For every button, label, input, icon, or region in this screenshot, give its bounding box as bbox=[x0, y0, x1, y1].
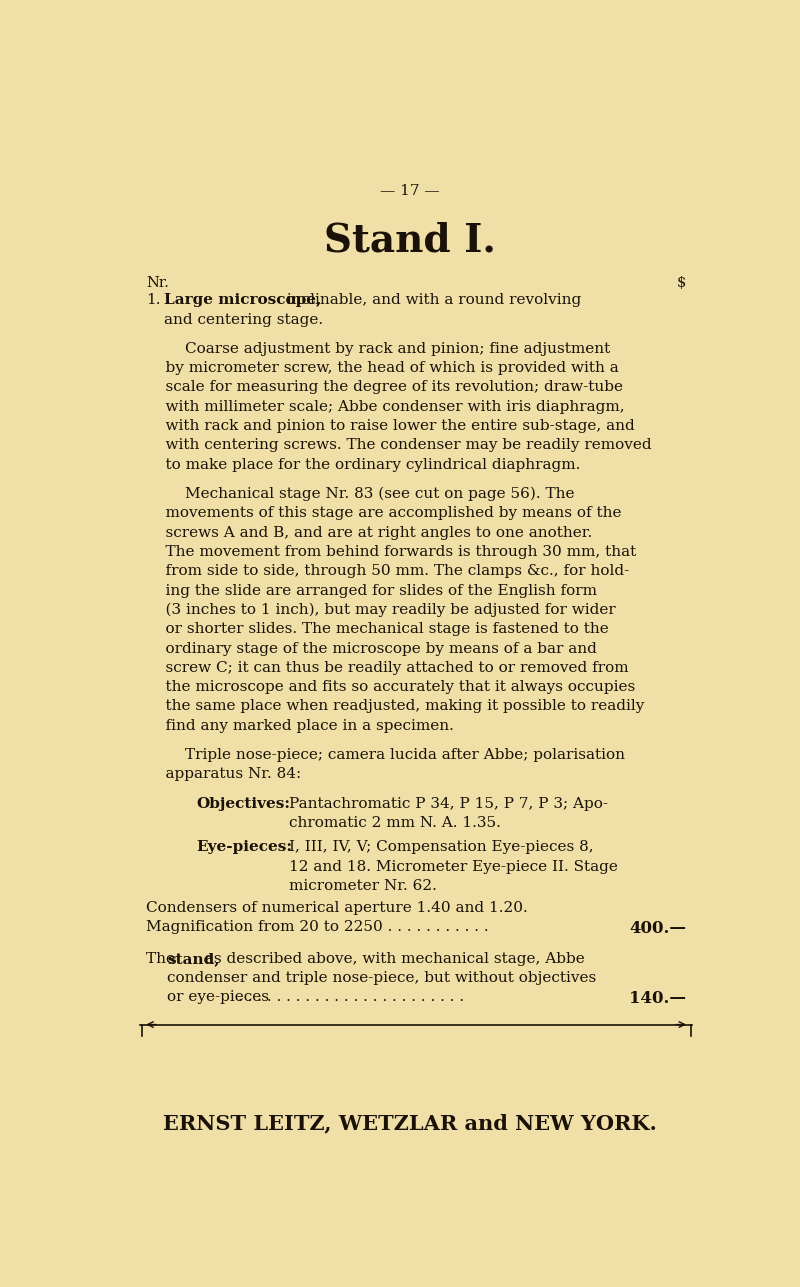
Text: scale for measuring the degree of its revolution; draw-tube: scale for measuring the degree of its re… bbox=[146, 381, 623, 394]
Text: The: The bbox=[146, 951, 180, 965]
Text: (3 inches to 1 inch), but may readily be adjusted for wider: (3 inches to 1 inch), but may readily be… bbox=[146, 602, 616, 618]
Text: Nr.: Nr. bbox=[146, 277, 170, 291]
Text: Coarse adjustment by rack and pinion; fine adjustment: Coarse adjustment by rack and pinion; fi… bbox=[146, 342, 610, 355]
Text: . . . . . . . . . . . . . . . . . . . . . . . .: . . . . . . . . . . . . . . . . . . . . … bbox=[238, 990, 464, 1004]
Text: condenser and triple nose-piece, but without objectives: condenser and triple nose-piece, but wit… bbox=[167, 970, 596, 985]
Text: Eye-pieces:: Eye-pieces: bbox=[196, 840, 292, 855]
Text: Magnification from 20 to 2250 . . . . . . . . . . .: Magnification from 20 to 2250 . . . . . … bbox=[146, 920, 489, 934]
Text: ing the slide are arranged for slides of the English form: ing the slide are arranged for slides of… bbox=[146, 583, 598, 597]
Text: — 17 —: — 17 — bbox=[380, 184, 440, 198]
Text: and centering stage.: and centering stage. bbox=[164, 313, 323, 327]
Text: the same place when readjusted, making it possible to readily: the same place when readjusted, making i… bbox=[146, 699, 645, 713]
Text: 12 and 18. Micrometer Eye-piece II. Stage: 12 and 18. Micrometer Eye-piece II. Stag… bbox=[289, 860, 618, 874]
Text: with millimeter scale; Abbe condenser with iris diaphragm,: with millimeter scale; Abbe condenser wi… bbox=[146, 400, 625, 413]
Text: Triple nose-piece; camera lucida after Abbe; polarisation: Triple nose-piece; camera lucida after A… bbox=[146, 748, 626, 762]
Text: $: $ bbox=[677, 277, 686, 291]
Text: I, III, IV, V; Compensation Eye-pieces 8,: I, III, IV, V; Compensation Eye-pieces 8… bbox=[289, 840, 594, 855]
Text: with rack and pinion to raise lower the entire sub-stage, and: with rack and pinion to raise lower the … bbox=[146, 420, 635, 432]
Text: Pantachromatic P 34, P 15, P 7, P 3; Apo-: Pantachromatic P 34, P 15, P 7, P 3; Apo… bbox=[289, 797, 608, 811]
Text: Stand I.: Stand I. bbox=[324, 221, 496, 260]
Text: The movement from behind forwards is through 30 mm, that: The movement from behind forwards is thr… bbox=[146, 544, 637, 559]
Text: inclinable, and with a round revolving: inclinable, and with a round revolving bbox=[282, 293, 581, 308]
Text: the microscope and fits so accurately that it always occupies: the microscope and fits so accurately th… bbox=[146, 680, 636, 694]
Text: Mechanical stage Nr. 83 (see cut on page 56). The: Mechanical stage Nr. 83 (see cut on page… bbox=[146, 486, 575, 502]
Text: Objectives:: Objectives: bbox=[196, 797, 290, 811]
Text: ERNST LEITZ, WETZLAR and NEW YORK.: ERNST LEITZ, WETZLAR and NEW YORK. bbox=[163, 1113, 657, 1134]
Text: from side to side, through 50 mm. The clamps &c., for hold-: from side to side, through 50 mm. The cl… bbox=[146, 564, 630, 578]
Text: to make place for the ordinary cylindrical diaphragm.: to make place for the ordinary cylindric… bbox=[146, 458, 581, 471]
Text: with centering screws. The condenser may be readily removed: with centering screws. The condenser may… bbox=[146, 439, 652, 452]
Text: Condensers of numerical aperture 1.40 and 1.20.: Condensers of numerical aperture 1.40 an… bbox=[146, 901, 528, 915]
Text: movements of this stage are accomplished by means of the: movements of this stage are accomplished… bbox=[146, 506, 622, 520]
Text: screws A and B, and are at right angles to one another.: screws A and B, and are at right angles … bbox=[146, 525, 593, 539]
Text: stand,: stand, bbox=[167, 951, 219, 965]
Text: apparatus Nr. 84:: apparatus Nr. 84: bbox=[146, 767, 302, 781]
Text: or eye-pieces: or eye-pieces bbox=[167, 990, 269, 1004]
Text: Large microscope,: Large microscope, bbox=[164, 293, 322, 308]
Text: as described above, with mechanical stage, Abbe: as described above, with mechanical stag… bbox=[201, 951, 585, 965]
Text: 140.—: 140.— bbox=[629, 990, 686, 1008]
Text: screw C; it can thus be readily attached to or removed from: screw C; it can thus be readily attached… bbox=[146, 660, 629, 674]
Text: by micrometer screw, the head of which is provided with a: by micrometer screw, the head of which i… bbox=[146, 362, 619, 375]
Text: micrometer Nr. 62.: micrometer Nr. 62. bbox=[289, 879, 437, 893]
Text: 1.: 1. bbox=[146, 293, 161, 308]
Text: chromatic 2 mm N. A. 1.35.: chromatic 2 mm N. A. 1.35. bbox=[289, 816, 501, 830]
Text: 400.—: 400.— bbox=[629, 920, 686, 937]
Text: find any marked place in a specimen.: find any marked place in a specimen. bbox=[146, 719, 454, 732]
Text: ordinary stage of the microscope by means of a bar and: ordinary stage of the microscope by mean… bbox=[146, 641, 598, 655]
Text: or shorter slides. The mechanical stage is fastened to the: or shorter slides. The mechanical stage … bbox=[146, 622, 610, 636]
